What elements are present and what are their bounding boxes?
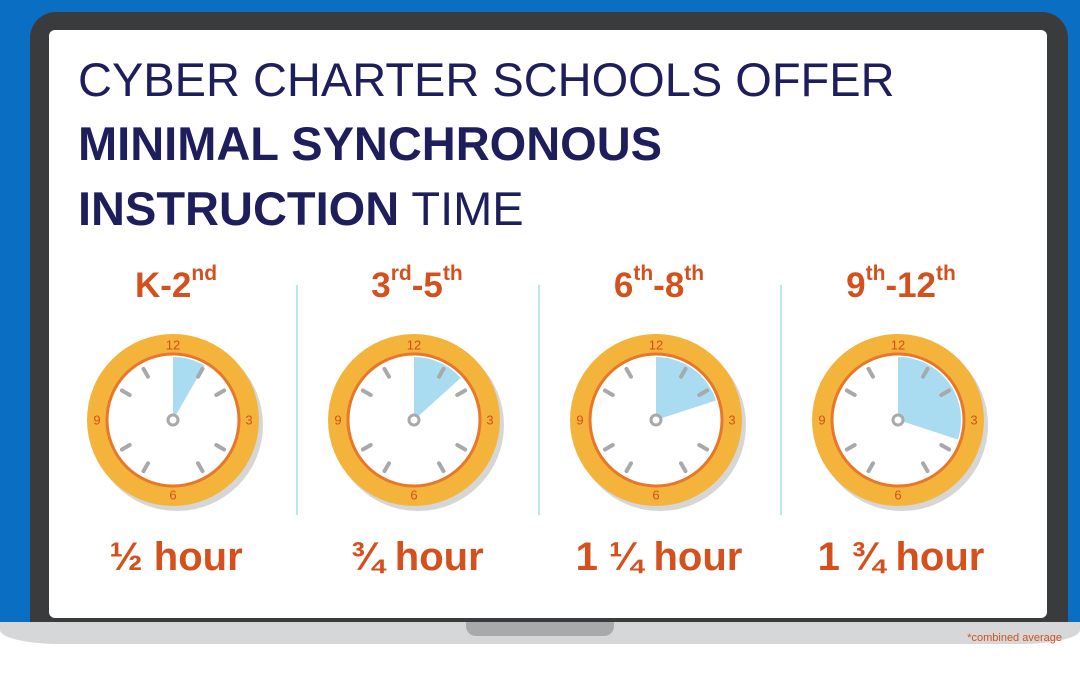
grade-label-3-5: 3rd-5th	[297, 262, 537, 306]
hour-tick	[196, 366, 205, 379]
hour-tick	[866, 461, 875, 474]
hour-tick	[679, 461, 688, 474]
hour-tick	[697, 443, 710, 452]
hours-9-12: 1 ¾ hour	[817, 535, 985, 579]
time-wedge	[173, 357, 205, 420]
hour-tick	[866, 366, 875, 379]
clock-number: 3	[245, 412, 252, 427]
title-line-2: MINIMAL SYNCHRONOUS	[78, 117, 663, 170]
clock-center	[891, 413, 905, 427]
grade-superscript: th	[936, 262, 956, 285]
grade-text: K-2	[134, 266, 192, 305]
hour-tick	[437, 366, 446, 379]
hour-tick	[382, 366, 391, 379]
hour-tick	[602, 388, 615, 397]
clock-center	[649, 413, 663, 427]
clock-number: 6	[410, 487, 417, 502]
clock-number: 12	[407, 337, 421, 352]
clock-3-5: 12 3 6 9	[328, 334, 504, 511]
divider-3	[780, 285, 782, 515]
grade-text: -5	[411, 266, 443, 305]
clock-number: 3	[970, 412, 977, 427]
hour-tick	[214, 388, 227, 397]
time-wedge	[656, 357, 716, 420]
clock-number: 6	[169, 487, 176, 502]
title-line-3: INSTRUCTION TIME	[78, 185, 524, 232]
clock-number: 9	[334, 412, 341, 427]
clock-number: 9	[93, 412, 100, 427]
hour-tick	[141, 461, 150, 474]
hour-tick	[141, 366, 150, 379]
divider-2	[538, 285, 540, 515]
title-line-1: CYBER CHARTER SCHOOLS OFFER	[78, 53, 895, 106]
hour-tick	[455, 443, 468, 452]
clock-number: 12	[166, 337, 180, 352]
grade-text: -12	[885, 266, 937, 305]
footnote: *combined average	[967, 632, 1062, 644]
clock-number: 9	[818, 412, 825, 427]
grade-superscript: th	[633, 262, 654, 285]
hour-tick	[679, 366, 688, 379]
hour-tick	[844, 388, 857, 397]
clock-k-2: 12 3 6 9	[87, 334, 263, 511]
time-wedge	[898, 357, 962, 440]
hours-k-2: ½ hour	[109, 535, 243, 579]
hour-tick	[196, 461, 205, 474]
clock-number: 6	[894, 487, 901, 502]
time-wedge	[414, 357, 461, 420]
clock-9-12: 12 3 6 9	[812, 334, 988, 511]
hours-3-5: ¾ hour	[350, 535, 484, 579]
hour-tick	[455, 388, 468, 397]
hour-tick	[697, 388, 710, 397]
grade-label-6-8: 6th-8th	[539, 262, 779, 306]
hour-tick	[921, 366, 930, 379]
hour-tick	[624, 461, 633, 474]
laptop-screen	[49, 30, 1047, 618]
grade-superscript: nd	[191, 262, 218, 285]
grade-superscript: th	[442, 262, 463, 285]
grade-text: 6	[613, 266, 634, 305]
clock-number: 3	[486, 412, 493, 427]
clock-number: 3	[728, 412, 735, 427]
hour-tick	[844, 443, 857, 452]
hour-tick	[939, 388, 952, 397]
hour-tick	[360, 443, 373, 452]
grade-text: 3	[371, 266, 391, 305]
hour-tick	[602, 443, 615, 452]
clock-center	[166, 413, 180, 427]
clock-number: 9	[576, 412, 583, 427]
clock-number: 12	[891, 337, 905, 352]
laptop-notch	[466, 622, 614, 636]
grade-superscript: rd	[390, 262, 412, 285]
clock-number: 6	[652, 487, 659, 502]
grade-text: -8	[653, 266, 685, 305]
hour-tick	[214, 443, 227, 452]
title-time: TIME	[399, 182, 524, 235]
title-instruction: INSTRUCTION	[78, 182, 400, 235]
grade-superscript: th	[865, 262, 886, 285]
grade-label-k-2: K-2nd	[56, 262, 296, 306]
divider-1	[296, 285, 298, 515]
hours-6-8: 1 ¼ hour	[575, 535, 743, 579]
hour-tick	[119, 443, 132, 452]
hour-tick	[921, 461, 930, 474]
grade-text: 9	[846, 266, 866, 305]
hour-tick	[939, 443, 952, 452]
grade-label-9-12: 9th-12th	[781, 262, 1021, 306]
clock-6-8: 12 3 6 9	[570, 334, 746, 511]
hour-tick	[382, 461, 391, 474]
hour-tick	[437, 461, 446, 474]
hour-tick	[360, 388, 373, 397]
hour-tick	[119, 388, 132, 397]
grade-superscript: th	[684, 262, 705, 285]
clock-number: 12	[649, 337, 663, 352]
clock-center	[407, 413, 421, 427]
hour-tick	[624, 366, 633, 379]
